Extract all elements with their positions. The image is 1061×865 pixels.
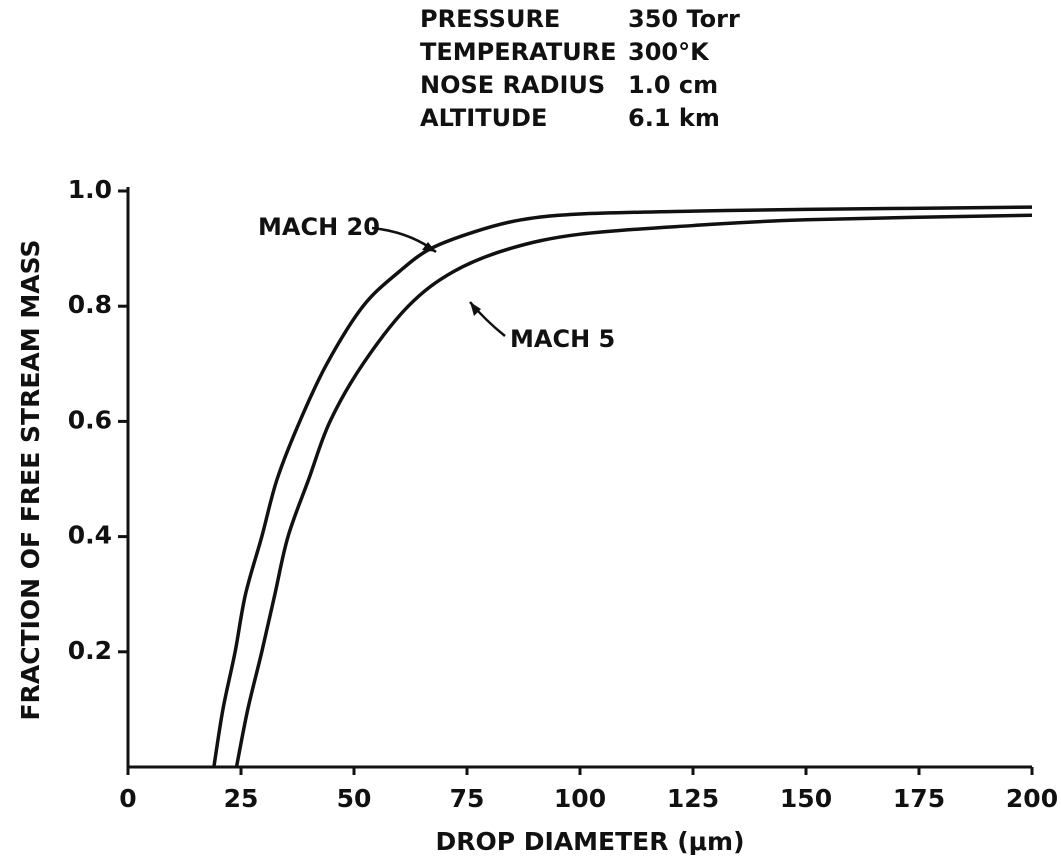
curve — [212, 205, 1033, 768]
arrowhead — [470, 302, 481, 316]
y-tick-label: 1.0 — [68, 175, 112, 204]
x-tick-label: 50 — [337, 784, 372, 813]
x-axis-label: DROP DIAMETER (μm) — [435, 827, 744, 856]
parameter-label: ALTITUDE — [420, 104, 547, 132]
y-tick-label: 0.8 — [68, 290, 112, 319]
y-tick-label: 0.2 — [68, 636, 112, 665]
y-tick-label: 0.6 — [68, 405, 112, 434]
parameter-value: 6.1 km — [628, 104, 720, 132]
x-tick-label: 175 — [893, 784, 945, 813]
parameter-value: 300°K — [628, 38, 710, 66]
parameter-value: 350 Torr — [628, 5, 740, 33]
x-tick-label: 150 — [780, 784, 832, 813]
parameter-label: NOSE RADIUS — [420, 71, 605, 99]
annotation: MACH 20 — [258, 213, 380, 241]
curve — [234, 213, 1033, 768]
x-tick-label: 100 — [554, 784, 606, 813]
y-tick-label: 0.4 — [68, 521, 112, 550]
parameter-value: 1.0 cm — [628, 71, 718, 99]
parameter-label: TEMPERATURE — [420, 38, 617, 66]
x-tick-label: 25 — [224, 784, 259, 813]
annotation: MACH 5 — [510, 325, 615, 353]
x-tick-label: 75 — [450, 784, 485, 813]
parameter-label: PRESSURE — [420, 5, 560, 33]
x-tick-label: 200 — [1006, 784, 1058, 813]
y-axis-label: FRACTION OF FREE STREAM MASS — [16, 240, 45, 721]
x-tick-label: 0 — [119, 784, 136, 813]
x-tick-label: 125 — [667, 784, 719, 813]
